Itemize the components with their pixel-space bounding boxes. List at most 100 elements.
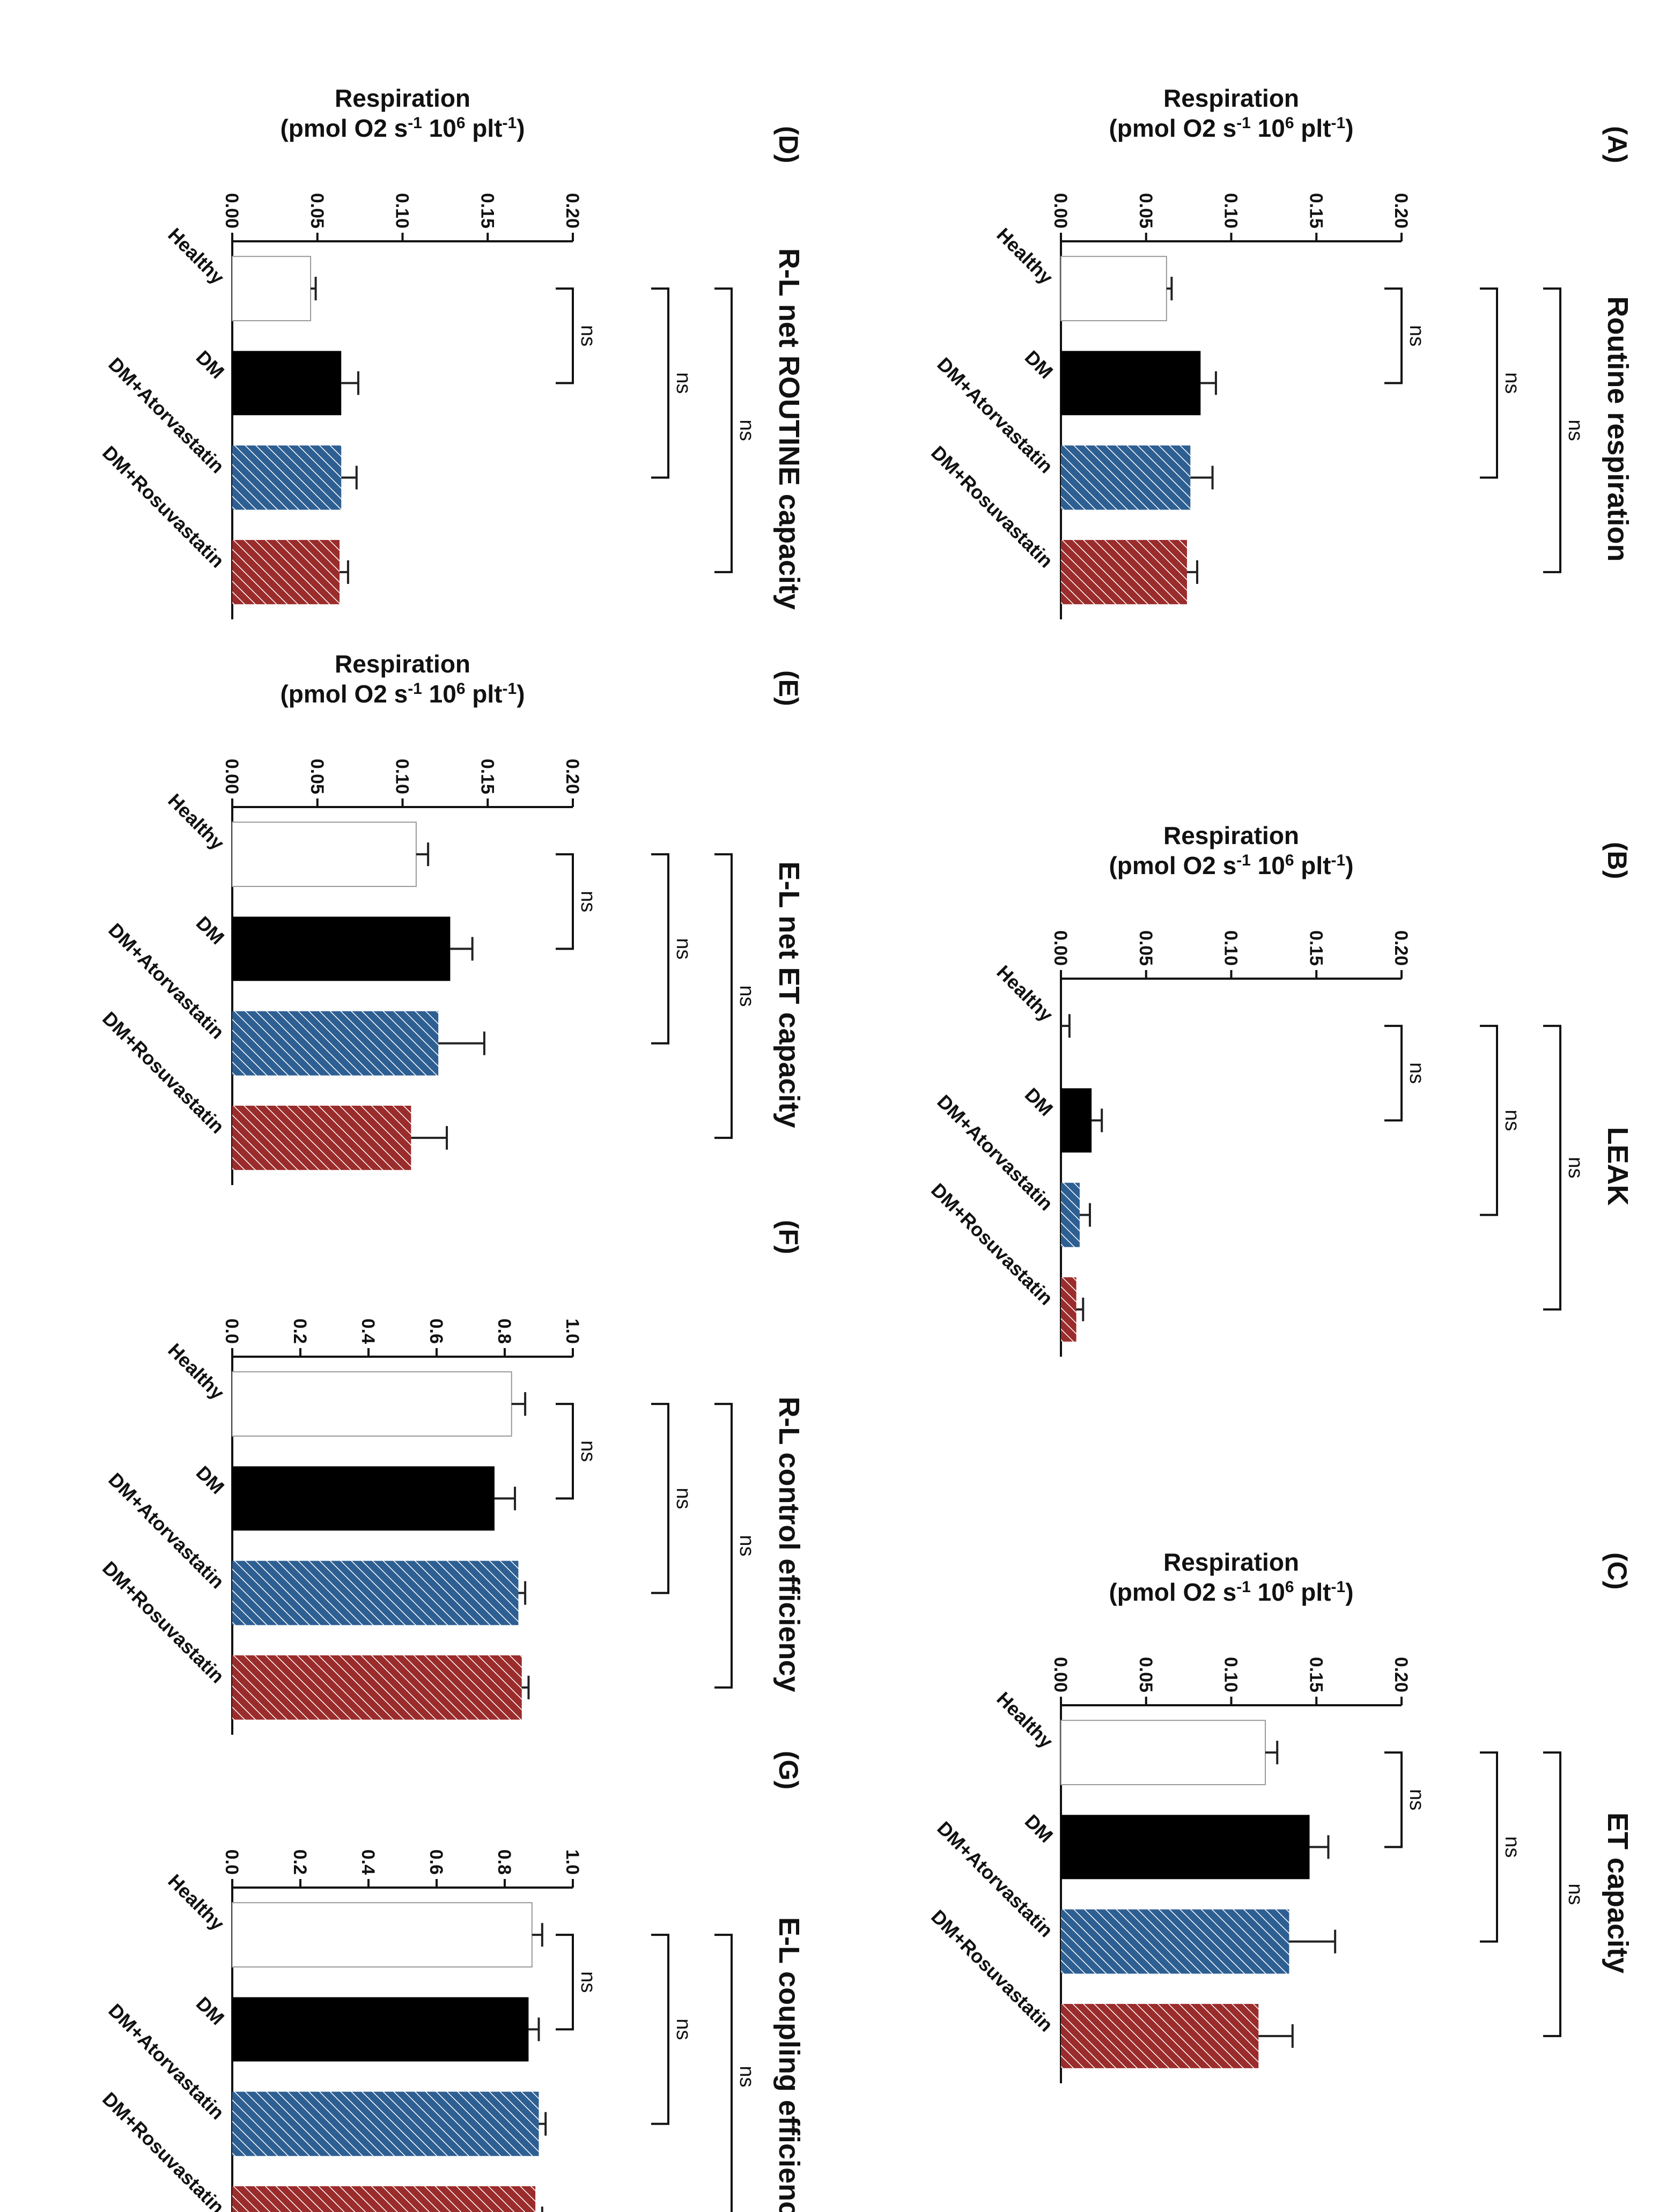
panel-c-bar-dm: [1061, 1815, 1310, 1880]
panel-e-title: E-L net ET capacity: [773, 861, 805, 1128]
panel-g-xtick-label-healthy: Healthy: [164, 1870, 228, 1935]
panel-c-ylabel-part: 10: [1251, 1578, 1285, 1606]
panel-g-bracket-1-label: ns: [577, 1971, 599, 1993]
panel-a-xtick-label-dm: DM: [1021, 346, 1058, 383]
panel-f-ytick-label: 0.2: [290, 1319, 310, 1344]
panel-a: (A) Routine respiration 0.00 0.05 0.10 0.15 0.…: [927, 84, 1634, 619]
panel-c-ytick-label: 0.10: [1221, 1657, 1241, 1692]
panel-a-ylabel-part: plt: [1294, 114, 1331, 142]
panel-e-xtick-label-healthy: Healthy: [164, 789, 228, 854]
panel-d-bar-healthy: [231, 256, 312, 322]
panel-d-ytick-label: 0.15: [477, 193, 497, 228]
panel-d-bar-dm-rosuvastatin: [232, 539, 340, 604]
panel-b-ylabel-line1: Respiration: [1163, 822, 1299, 849]
panel-e-ylabel: Respiration(pmol O2 s-1 106 plt-1): [280, 650, 525, 708]
panel-f-ytick-label: 0.8: [494, 1319, 514, 1344]
panel-b-ylabel-part: -1: [1331, 852, 1346, 869]
panel-a-bracket-2-label: ns: [1501, 372, 1523, 394]
panel-b-xtick-label-healthy: Healthy: [992, 961, 1057, 1026]
panel-d-title: R-L net ROUTINE capacity: [773, 248, 805, 610]
panel-g: (G) E-L coupling efficiency 0.0 0.2 0.4 0.6 0.…: [98, 1751, 805, 2212]
panel-e-bracket-1-label: ns: [577, 891, 599, 912]
panel-f-ytick-label: 0.0: [222, 1319, 242, 1344]
panel-f-bar-dm-rosuvastatin: [232, 1655, 522, 1720]
panel-d-ylabel-line2: (pmol O2 s-1 106 plt-1): [280, 114, 525, 143]
panel-a-ytick-label: 0.05: [1136, 193, 1156, 228]
panel-c-ylabel: Respiration(pmol O2 s-1 106 plt-1): [1109, 1548, 1353, 1606]
panel-g-bar-dm-atorvastatin: [232, 2091, 539, 2156]
panel-e-ytick-label: 0.15: [477, 759, 497, 794]
panel-e: (E) E-L net ET capacity 0.00 0.05 0.10 0.15 0.…: [98, 650, 805, 1185]
panel-g-bar-dm-rosuvastatin: [232, 2186, 536, 2212]
panel-a-xtick-label-healthy: Healthy: [992, 224, 1057, 288]
panel-d-ylabel-part: -1: [408, 114, 422, 132]
panel-f-bracket-2: [651, 1403, 669, 1594]
panel-b-bar-dm-atorvastatin: [1061, 1182, 1080, 1247]
panel-g-bracket-1: [556, 1934, 574, 2031]
panel-c-ylabel-line2: (pmol O2 s-1 106 plt-1): [1109, 1578, 1353, 1607]
panel-c-letter: (C): [1602, 1552, 1632, 1589]
panel-e-bar-healthy: [232, 822, 417, 887]
panel-b-ytick-label: 0.05: [1136, 930, 1156, 966]
panel-c-bar-healthy: [1060, 1720, 1266, 1786]
panel-a-ylabel-part: (pmol O2 s: [1109, 114, 1236, 142]
panel-c-bracket-1: [1384, 1751, 1403, 1848]
panel-b-ytick-label: 0.00: [1050, 930, 1071, 966]
panel-c-ylabel-part: -1: [1236, 1578, 1251, 1596]
panel-d-xtick-label-dm: DM: [192, 346, 229, 383]
panel-g-ytick-label: 0.4: [358, 1850, 378, 1875]
panel-b-title: LEAK: [1602, 1127, 1634, 1206]
rotated-figure: (A) Routine respiration 0.00 0.05 0.10 0.15 0.…: [98, 84, 1634, 2212]
panel-f-bracket-3-label: ns: [735, 1535, 758, 1556]
panel-b-bracket-3-label: ns: [1564, 1157, 1587, 1178]
panel-e-bracket-3: [714, 853, 733, 1139]
panel-b-ylabel: Respiration (pmol O2 s-1 106 plt-1): [1109, 822, 1353, 879]
panel-e-ylabel-part: -1: [408, 680, 422, 698]
panel-f-title: R-L control efficiency: [773, 1396, 805, 1692]
panel-f-bar-dm-atorvastatin: [232, 1560, 519, 1625]
panel-d-bracket-2: [651, 287, 669, 479]
panel-e-ytick-label: 0.00: [222, 759, 242, 794]
panel-g-bar-dm: [232, 1997, 529, 2062]
panel-a-ytick-label: 0.10: [1221, 193, 1241, 228]
panel-a-bracket-2: [1480, 287, 1498, 479]
panel-f-xtick-label-healthy: Healthy: [164, 1339, 228, 1404]
panel-d-ytick-label: 0.00: [222, 193, 242, 228]
panel-g-ytick-label: 1.0: [562, 1850, 583, 1875]
panel-f-bracket-3: [714, 1403, 733, 1689]
panel-e-ylabel-line1: Respiration: [335, 650, 470, 678]
panel-g-ytick-label: 0.6: [426, 1850, 446, 1875]
panel-e-ylabel-part: plt: [466, 680, 503, 708]
panel-c-ylabel-line1: Respiration: [1163, 1548, 1299, 1576]
panel-e-ylabel-part: ): [517, 680, 525, 708]
panel-c-ylabel-part: (pmol O2 s: [1109, 1578, 1236, 1606]
panel-f-bar-dm: [232, 1466, 495, 1531]
panel-e-ytick-label: 0.10: [392, 759, 412, 794]
panel-g-bracket-2-label: ns: [672, 2018, 695, 2040]
panel-f-bracket-1: [556, 1403, 574, 1500]
panel-a-bracket-3-label: ns: [1564, 419, 1587, 441]
panel-a-ylabel-line1: Respiration: [1163, 84, 1299, 112]
panel-a-bar-healthy: [1060, 256, 1167, 322]
panel-b-letter: (B): [1602, 842, 1632, 879]
panel-a-bracket-1: [1384, 287, 1403, 384]
panel-g-xtick-label-dm: DM: [192, 1992, 229, 2029]
panel-b-ylabel-part: plt: [1294, 852, 1331, 879]
panel-b-ylabel-part: ): [1345, 852, 1353, 879]
panel-g-bracket-3: [714, 1934, 733, 2212]
panel-d-ylabel-part: ): [517, 114, 525, 142]
panel-d-bracket-3: [714, 287, 733, 573]
panel-b-ytick-label: 0.15: [1306, 930, 1326, 966]
panel-a-letter: (A): [1602, 126, 1632, 163]
panel-a-title: Routine respiration: [1602, 296, 1634, 561]
panel-a-bar-dm: [1060, 351, 1201, 416]
panel-c-ylabel-part: -1: [1331, 1578, 1346, 1596]
panel-d-ytick-label: 0.10: [392, 193, 412, 228]
panel-a-ylabel-part: -1: [1236, 114, 1251, 132]
panel-b-ylabel-line2: (pmol O2 s-1 106 plt-1): [1109, 852, 1353, 880]
panel-d-ytick-label: 0.20: [562, 193, 583, 228]
panel-f-bracket-1-label: ns: [577, 1440, 599, 1462]
panel-a-ytick-label: 0.20: [1391, 193, 1411, 228]
panel-c-bar-dm-rosuvastatin: [1061, 2003, 1259, 2068]
